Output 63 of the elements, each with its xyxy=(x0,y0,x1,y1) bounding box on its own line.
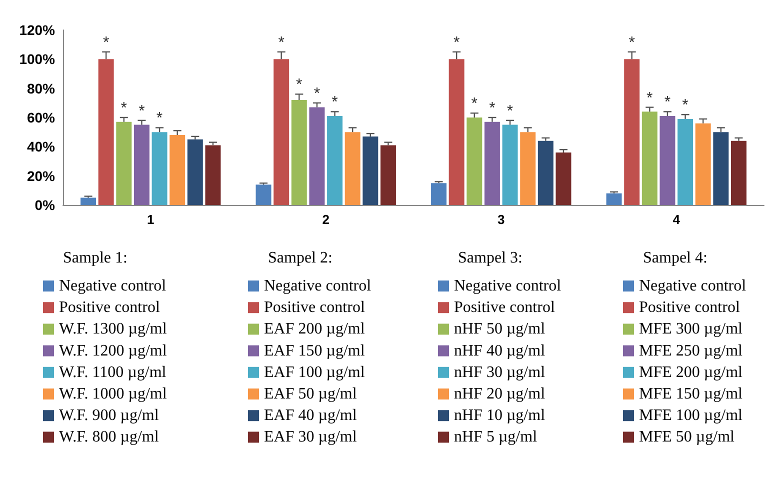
legend-label: W.F. 1200 µg/ml xyxy=(59,342,168,360)
legend-label: nHF 5 µg/ml xyxy=(454,428,538,446)
legend-label: W.F. 1100 µg/ml xyxy=(59,364,167,381)
legend-label: Negative control xyxy=(264,278,372,294)
legend-label: MFE 50 µg/ml xyxy=(639,428,736,446)
legend-label: EAF 100 µg/ml xyxy=(264,364,366,381)
legend-label: Negative control xyxy=(59,278,167,294)
x-tick-label: 1 xyxy=(147,212,154,227)
text: Sample 1: xyxy=(63,250,128,266)
data-label: * xyxy=(453,34,460,52)
legend-label: Positive control xyxy=(454,299,556,316)
data-label: * xyxy=(332,94,338,112)
data-label: * xyxy=(489,100,496,117)
data-label: * xyxy=(138,102,145,120)
data-label: * xyxy=(296,76,302,94)
legend-label: EAF 150 µg/ml xyxy=(264,342,366,360)
legend-label: nHF 40 µg/ml xyxy=(454,342,546,360)
x-tick-label: 4 xyxy=(672,212,681,227)
legend-label: Negative control xyxy=(639,278,747,294)
legend-label: Positive control xyxy=(264,299,366,316)
data-label: * xyxy=(471,96,478,113)
legend-label: MFE 150 µg/ml xyxy=(639,386,744,402)
legend-label: MFE 100 µg/ml xyxy=(639,407,744,424)
y-tick-label: 0% xyxy=(34,197,56,213)
data-label: * xyxy=(506,102,514,120)
data-label: * xyxy=(314,85,320,102)
data-label: * xyxy=(102,34,110,52)
data-label: * xyxy=(664,94,671,112)
x-tick-label: 3 xyxy=(498,212,505,227)
legend-label: W.F. 1000 µg/ml xyxy=(59,386,168,402)
legend-label: EAF 200 µg/ml xyxy=(264,320,366,338)
data-label: * xyxy=(156,110,163,128)
legend-label: MFE 300 µg/ml xyxy=(639,320,744,338)
y-tick-label: 100% xyxy=(19,51,56,68)
legend-label: EAF 50 µg/ml xyxy=(264,386,358,402)
x-tick-label: 2 xyxy=(322,212,330,227)
legend-label: Negative control xyxy=(454,278,562,294)
y-tick-label: 40% xyxy=(26,138,56,155)
legend-label: nHF 30 µg/ml xyxy=(454,364,546,381)
y-tick-label: 120% xyxy=(19,22,56,38)
legend-label: MFE 200 µg/ml xyxy=(639,364,744,381)
data-label: * xyxy=(628,34,635,52)
text: Sampel 4: xyxy=(643,250,708,266)
legend-label: MFE 250 µg/ml xyxy=(639,342,744,360)
y-tick-label: 80% xyxy=(26,80,56,96)
text: Sampel 2: xyxy=(268,250,332,266)
legend-label: Positive control xyxy=(59,299,160,316)
legend-label: Positive control xyxy=(639,299,740,316)
legend-label: EAF 40 µg/ml xyxy=(264,407,358,424)
legend-label: nHF 50 µg/ml xyxy=(454,320,546,338)
legend-label: nHF 10 µg/ml xyxy=(454,407,546,424)
legend-label: W.F. 1300 µg/ml xyxy=(59,320,168,338)
data-label: * xyxy=(278,34,284,52)
y-tick-label: 20% xyxy=(26,168,56,184)
data-label: * xyxy=(120,100,128,117)
legend-label: nHF 20 µg/ml xyxy=(454,386,546,402)
data-label: * xyxy=(646,90,653,107)
legend-label: W.F. 900 µg/ml xyxy=(59,407,160,424)
legend-label: EAF 30 µg/ml xyxy=(264,428,358,446)
y-tick-label: 60% xyxy=(26,110,56,126)
data-label: * xyxy=(682,97,688,114)
text: Sampel 3: xyxy=(458,250,522,266)
legend-label: W.F. 800 µg/ml xyxy=(59,428,160,446)
